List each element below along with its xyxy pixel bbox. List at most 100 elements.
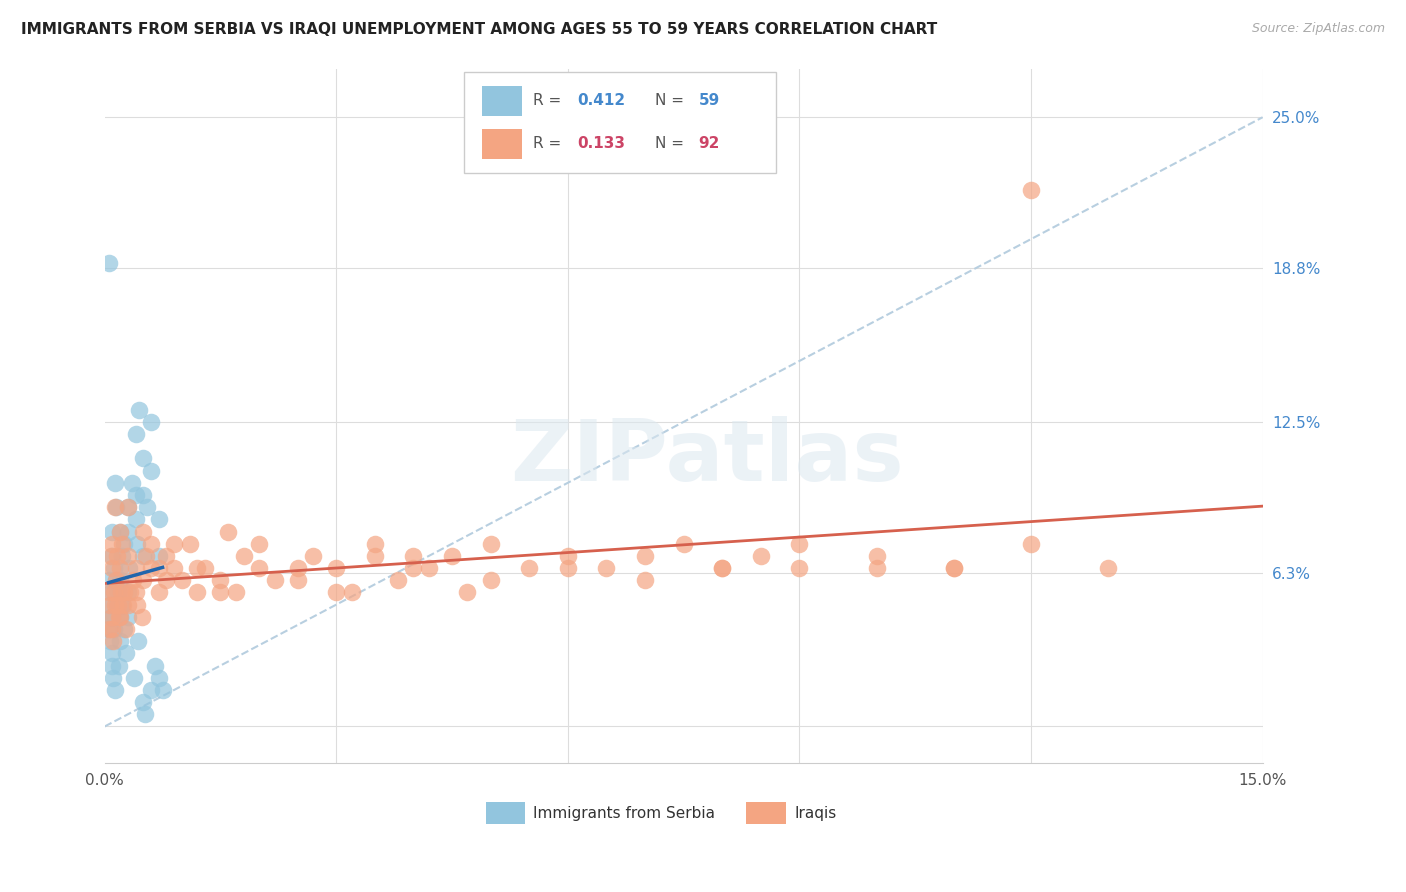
Text: R =: R =: [533, 136, 567, 152]
Text: Immigrants from Serbia: Immigrants from Serbia: [533, 805, 716, 821]
Point: [287, 574, 309, 588]
Point: [122, 671, 145, 685]
Text: N =: N =: [655, 94, 689, 108]
Point: [108, 610, 131, 624]
Text: R =: R =: [533, 94, 567, 108]
Point: [117, 549, 139, 563]
Point: [117, 500, 139, 515]
Point: [402, 561, 425, 575]
Point: [124, 585, 146, 599]
Point: [942, 561, 965, 575]
Point: [100, 646, 122, 660]
Point: [101, 622, 124, 636]
Point: [402, 549, 425, 563]
Point: [163, 537, 186, 551]
Point: [127, 537, 149, 551]
Point: [107, 585, 129, 599]
Point: [112, 598, 135, 612]
Point: [101, 585, 124, 599]
Point: [104, 598, 127, 612]
Point: [132, 488, 155, 502]
Point: [186, 561, 208, 575]
Point: [287, 561, 309, 575]
Point: [134, 707, 156, 722]
Point: [155, 549, 177, 563]
Point: [209, 585, 232, 599]
Point: [194, 561, 217, 575]
Point: [107, 658, 129, 673]
Point: [98, 574, 121, 588]
Point: [364, 537, 387, 551]
Text: 59: 59: [699, 94, 720, 108]
Point: [98, 634, 121, 648]
Point: [111, 537, 134, 551]
Point: [139, 561, 162, 575]
Text: 0.133: 0.133: [576, 136, 626, 152]
Point: [148, 561, 170, 575]
Point: [97, 256, 120, 270]
Point: [225, 585, 247, 599]
Point: [132, 549, 155, 563]
Text: Iraqis: Iraqis: [794, 805, 837, 821]
Text: N =: N =: [655, 136, 689, 152]
Point: [127, 634, 149, 648]
Point: [170, 574, 193, 588]
Point: [789, 537, 811, 551]
Point: [122, 574, 145, 588]
Point: [101, 537, 124, 551]
Point: [865, 549, 887, 563]
Point: [155, 574, 177, 588]
Point: [364, 549, 387, 563]
Point: [107, 610, 129, 624]
Point: [441, 549, 464, 563]
Point: [101, 658, 124, 673]
Point: [105, 500, 128, 515]
Point: [595, 561, 617, 575]
FancyBboxPatch shape: [482, 128, 522, 159]
Point: [865, 561, 887, 575]
Point: [118, 561, 141, 575]
Point: [101, 561, 124, 575]
Y-axis label: Unemployment Among Ages 55 to 59 years: Unemployment Among Ages 55 to 59 years: [0, 248, 7, 583]
Point: [634, 549, 657, 563]
Text: IMMIGRANTS FROM SERBIA VS IRAQI UNEMPLOYMENT AMONG AGES 55 TO 59 YEARS CORRELATI: IMMIGRANTS FROM SERBIA VS IRAQI UNEMPLOY…: [21, 22, 938, 37]
Point: [115, 646, 138, 660]
Text: Source: ZipAtlas.com: Source: ZipAtlas.com: [1251, 22, 1385, 36]
Point: [107, 598, 129, 612]
Point: [127, 598, 149, 612]
FancyBboxPatch shape: [482, 86, 522, 116]
Point: [124, 561, 146, 575]
Point: [247, 561, 270, 575]
Point: [108, 561, 131, 575]
Point: [103, 585, 125, 599]
Point: [711, 561, 734, 575]
Point: [103, 622, 125, 636]
Point: [108, 524, 131, 539]
Point: [136, 500, 159, 515]
Point: [98, 622, 121, 636]
Point: [104, 500, 127, 515]
Point: [139, 537, 162, 551]
Point: [104, 475, 127, 490]
Point: [163, 561, 186, 575]
Text: 92: 92: [699, 136, 720, 152]
Point: [148, 512, 170, 526]
Point: [104, 682, 127, 697]
Point: [97, 585, 120, 599]
Point: [186, 585, 208, 599]
Point: [112, 537, 135, 551]
FancyBboxPatch shape: [747, 802, 786, 824]
Point: [132, 574, 155, 588]
Point: [340, 585, 363, 599]
Point: [101, 524, 124, 539]
Point: [101, 610, 124, 624]
Point: [98, 598, 121, 612]
Point: [117, 500, 139, 515]
Point: [121, 475, 143, 490]
Point: [117, 524, 139, 539]
Point: [557, 549, 579, 563]
Point: [124, 488, 146, 502]
Point: [124, 512, 146, 526]
Point: [100, 610, 122, 624]
Text: ZIPatlas: ZIPatlas: [510, 416, 904, 499]
